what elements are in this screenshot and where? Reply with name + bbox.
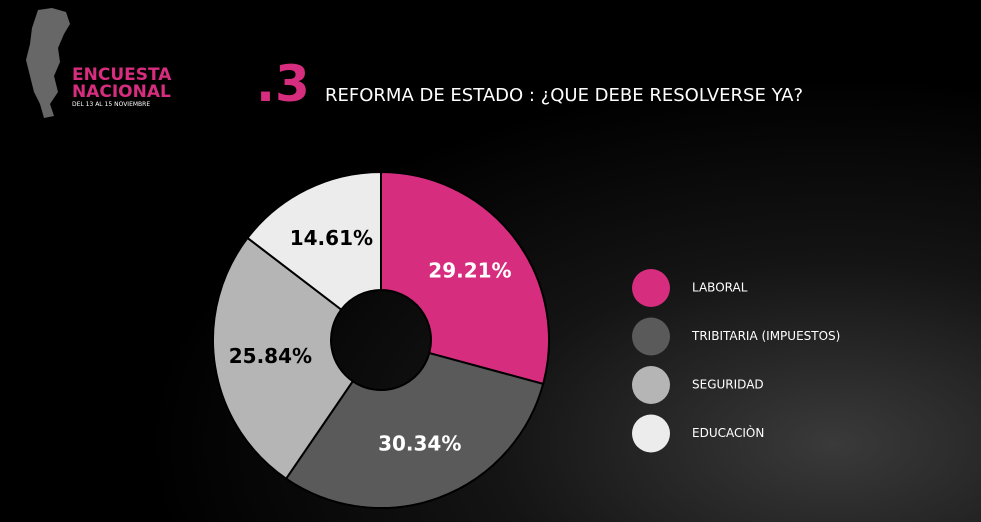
map-icon	[26, 8, 70, 118]
slice-label: 29.21%	[428, 258, 511, 282]
legend-swatch	[632, 366, 670, 404]
legend-swatch	[632, 317, 670, 356]
legend-label: LABORAL	[692, 281, 748, 295]
slice-label: 30.34%	[378, 432, 461, 456]
slice-label: 14.61%	[290, 226, 373, 250]
pie-slice	[212, 236, 355, 481]
brand-dates: DEL 13 AL 15 NOVIEMBRE	[72, 101, 150, 108]
pie-slice	[246, 170, 382, 312]
section-number: .3	[256, 55, 310, 113]
chart-title: REFORMA DE ESTADO : ¿QUE DEBE RESOLVERSE…	[325, 85, 803, 106]
legend-swatch	[632, 269, 670, 307]
pie-slice	[380, 170, 550, 386]
pie: 29.21% 30.34% 25.84% 14.61%	[212, 170, 550, 509]
pie-slice	[284, 351, 545, 509]
legend-label: SEGURIDAD	[692, 378, 764, 392]
legend-label: TRIBITARIA (IMPUESTOS)	[691, 329, 840, 343]
brand-line: NACIONAL	[72, 82, 171, 102]
slice-label: 25.84%	[229, 344, 312, 368]
legend-swatch	[632, 414, 670, 453]
brand-line: ENCUESTA	[72, 65, 172, 85]
legend: LABORAL TRIBITARIA (IMPUESTOS) SEGURIDAD ED…	[632, 269, 840, 453]
legend-label: EDUCACIÒN	[692, 425, 764, 440]
